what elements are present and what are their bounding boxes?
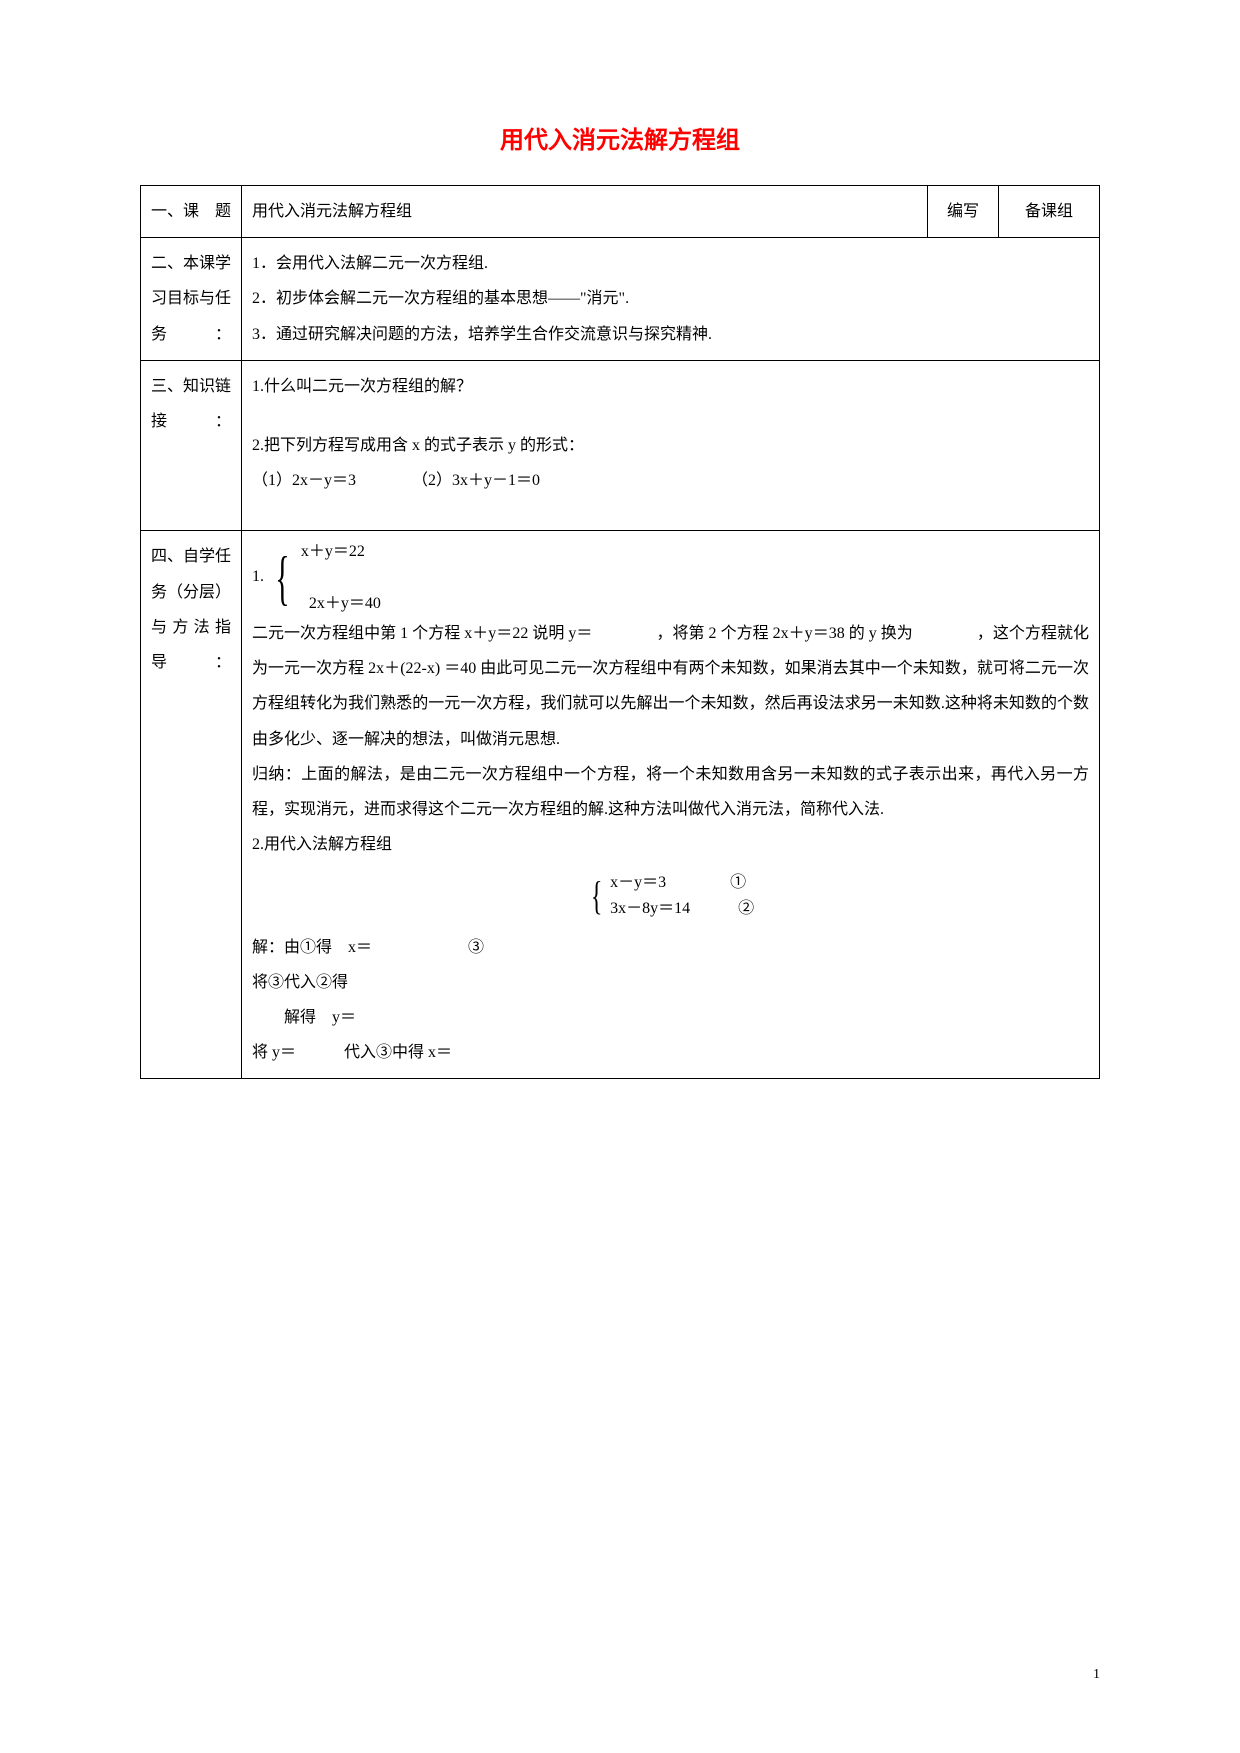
knowledge-q2: 2.把下列方程写成用含 x 的式子表示 y 的形式： — [252, 428, 1089, 463]
label-objectives: 二、本课学习目标与任务： — [141, 238, 242, 361]
knowledge-q1: 1.什么叫二元一次方程组的解？ — [252, 369, 1089, 404]
document-title: 用代入消元法解方程组 — [140, 120, 1100, 155]
objective-3: 3．通过研究解决问题的方法，培养学生合作交流意识与探究精神. — [252, 317, 1089, 352]
objective-2: 2．初步体会解二元一次方程组的基本思想――"消元". — [252, 281, 1089, 316]
eq1-line2: 2x＋y＝40 — [301, 595, 381, 612]
label-selfstudy: 四、自学任务（分层）与方法指导： — [141, 531, 242, 1079]
eq1-line1: x＋y＝22 — [301, 543, 365, 560]
label-author: 编写 — [928, 186, 999, 238]
label-topic: 一、课 题 — [141, 186, 242, 238]
knowledge-q2-items: （1）2x－y＝3 （2）3x＋y－1＝0 — [252, 463, 1089, 498]
sys2-mark1: ① — [730, 874, 746, 891]
solution-step-1: 解：由①得 x＝ ③ — [252, 930, 1089, 965]
problem-2-title: 2.用代入法解方程组 — [252, 827, 1089, 862]
label-knowledge: 三、知识链接： — [141, 360, 242, 531]
row-selfstudy: 四、自学任务（分层）与方法指导： 1. { x＋y＝22 2x＋y＝40 二元一… — [141, 531, 1100, 1079]
equation-system-1: x＋y＝22 2x＋y＝40 — [301, 539, 381, 616]
problem-1-num: 1. — [252, 568, 264, 585]
problem-1: 1. { x＋y＝22 2x＋y＝40 — [252, 539, 1089, 616]
brace-icon: { — [275, 563, 289, 593]
content-knowledge: 1.什么叫二元一次方程组的解？ 2.把下列方程写成用含 x 的式子表示 y 的形… — [242, 360, 1100, 531]
row-topic: 一、课 题 用代入消元法解方程组 编写 备课组 — [141, 186, 1100, 238]
lesson-table: 一、课 题 用代入消元法解方程组 编写 备课组 二、本课学习目标与任务： 1．会… — [140, 185, 1100, 1079]
explanation-1: 二元一次方程组中第 1 个方程 x＋y＝22 说明 y＝ ，将第 2 个方程 2… — [252, 616, 1089, 757]
row-objectives: 二、本课学习目标与任务： 1．会用代入法解二元一次方程组. 2．初步体会解二元一… — [141, 238, 1100, 361]
brace-icon-2: { — [591, 884, 603, 908]
solution-step-3: 解得 y＝ — [252, 1000, 1089, 1035]
sys2-line2: 3x－8y＝14 — [610, 900, 690, 917]
solution-step-4: 将 y＝ 代入③中得 x＝ — [252, 1035, 1089, 1070]
summary: 归纳：上面的解法，是由二元一次方程组中一个方程，将一个未知数用含另一未知数的式子… — [252, 757, 1089, 827]
objective-1: 1．会用代入法解二元一次方程组. — [252, 246, 1089, 281]
row-knowledge: 三、知识链接： 1.什么叫二元一次方程组的解？ 2.把下列方程写成用含 x 的式… — [141, 360, 1100, 531]
equation-system-2: { x－y＝3 ① 3x－8y＝14 ② — [252, 870, 1089, 921]
sys2-line1: x－y＝3 — [610, 874, 666, 891]
content-objectives: 1．会用代入法解二元一次方程组. 2．初步体会解二元一次方程组的基本思想――"消… — [242, 238, 1100, 361]
page-number: 1 — [1093, 1667, 1100, 1683]
content-author: 备课组 — [999, 186, 1100, 238]
solution-step-2: 将③代入②得 — [252, 965, 1089, 1000]
sys2-mark2: ② — [738, 900, 754, 917]
content-selfstudy: 1. { x＋y＝22 2x＋y＝40 二元一次方程组中第 1 个方程 x＋y＝… — [242, 531, 1100, 1079]
content-topic: 用代入消元法解方程组 — [242, 186, 928, 238]
